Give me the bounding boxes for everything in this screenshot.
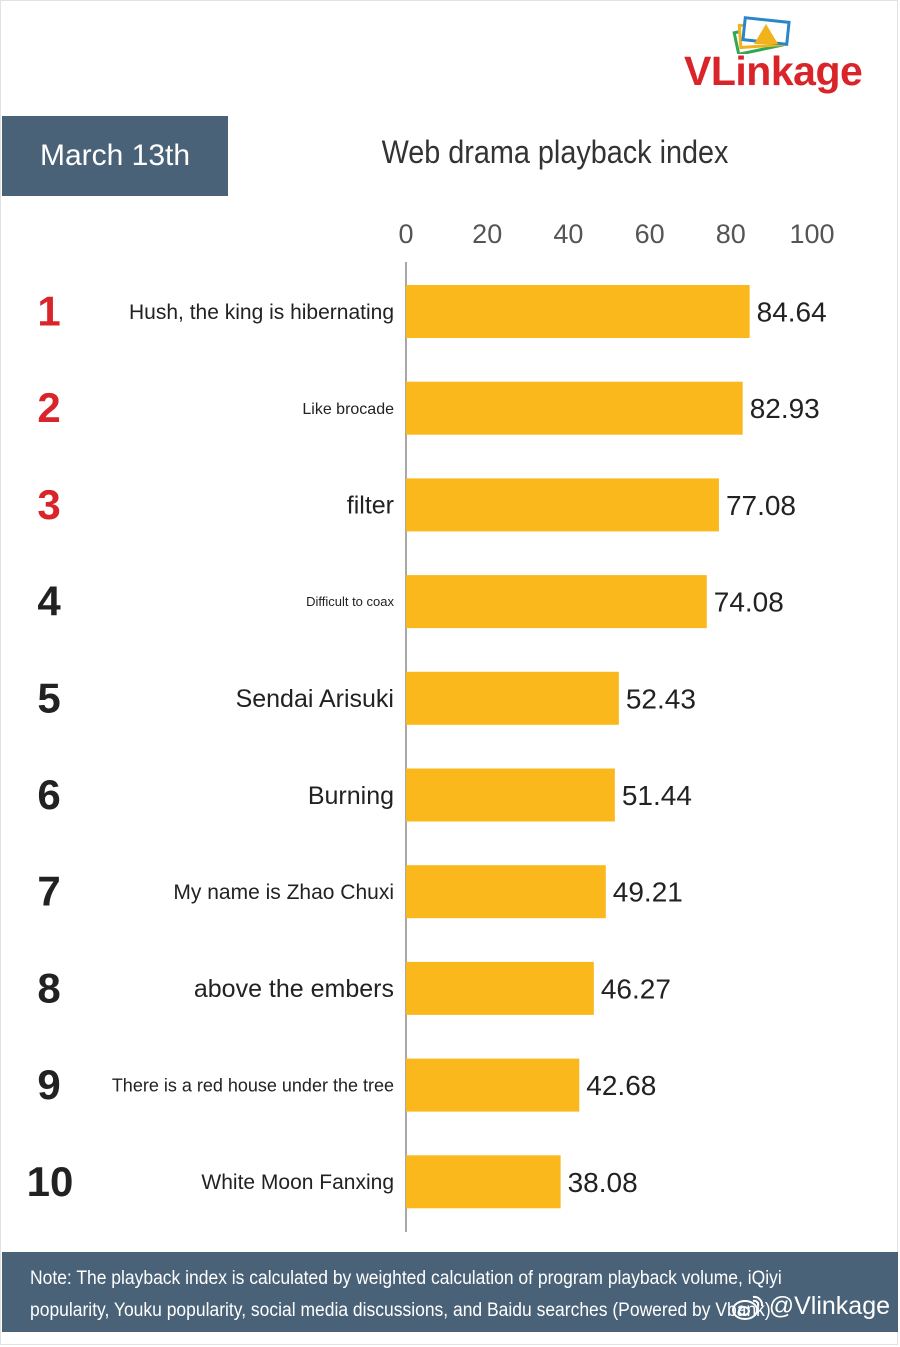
category-label: filter (347, 492, 394, 520)
category-label: Like brocade (302, 401, 394, 418)
bar (406, 865, 606, 919)
x-tick-label: 60 (635, 219, 665, 249)
weibo-handle[interactable]: @Vlinkage (731, 1292, 890, 1321)
rank-number: 3 (37, 481, 60, 528)
category-label: Burning (308, 782, 394, 810)
bar (406, 285, 750, 338)
rank-number: 1 (37, 288, 60, 335)
category-label: Hush, the king is hibernating (129, 301, 394, 324)
category-label: Sendai Arisuki (236, 685, 394, 713)
value-label: 74.08 (714, 587, 784, 618)
bar (406, 1058, 580, 1112)
value-label: 84.64 (757, 297, 827, 328)
weibo-icon (731, 1295, 763, 1320)
bar (406, 478, 719, 532)
logo-cards-icon (732, 16, 791, 54)
value-label: 51.44 (622, 780, 692, 811)
footer-note-bar: Note: The playback index is calculated b… (2, 1252, 898, 1332)
category-label: There is a red house under the tree (112, 1075, 394, 1095)
value-label: 77.08 (726, 490, 796, 521)
rank-number: 2 (37, 384, 60, 431)
value-label: 42.68 (586, 1070, 656, 1101)
value-label: 52.43 (626, 683, 696, 714)
category-label: My name is Zhao Chuxi (173, 881, 394, 904)
category-label: above the embers (194, 975, 394, 1003)
brand-name: VLinkage (684, 48, 863, 94)
footer-note: Note: The playback index is calculated b… (30, 1268, 782, 1321)
category-label: Difficult to coax (306, 594, 394, 609)
rank-number: 7 (37, 868, 60, 915)
rank-number: 8 (37, 964, 60, 1011)
rank-number: 4 (37, 578, 61, 625)
bar (406, 671, 619, 725)
x-tick-label: 100 (789, 219, 834, 249)
value-label: 82.93 (750, 393, 820, 424)
value-label: 46.27 (601, 973, 671, 1004)
x-tick-label: 80 (716, 219, 746, 249)
bar-chart: 0 20 40 60 80 100 1 Hush, the king is hibernati… (27, 219, 835, 1232)
weibo-handle-text: @Vlinkage (768, 1292, 890, 1320)
chart-title: Web drama playback index (381, 134, 729, 170)
bar (406, 575, 707, 629)
rank-number: 5 (37, 674, 60, 721)
category-label: White Moon Fanxing (201, 1171, 394, 1194)
bar (406, 768, 615, 822)
x-tick-label: 20 (472, 219, 502, 249)
x-tick-label: 0 (398, 219, 413, 249)
rank-number: 10 (27, 1158, 74, 1205)
brand-logo: VLinkage (684, 14, 894, 96)
bar (406, 961, 594, 1015)
rank-number: 9 (37, 1061, 60, 1108)
value-label: 49.21 (613, 877, 683, 908)
bar (406, 1155, 561, 1209)
bar (406, 381, 743, 435)
date-badge: March 13th (2, 116, 228, 196)
rank-number: 6 (37, 771, 60, 818)
x-tick-label: 40 (553, 219, 583, 249)
value-label: 38.08 (568, 1167, 638, 1198)
